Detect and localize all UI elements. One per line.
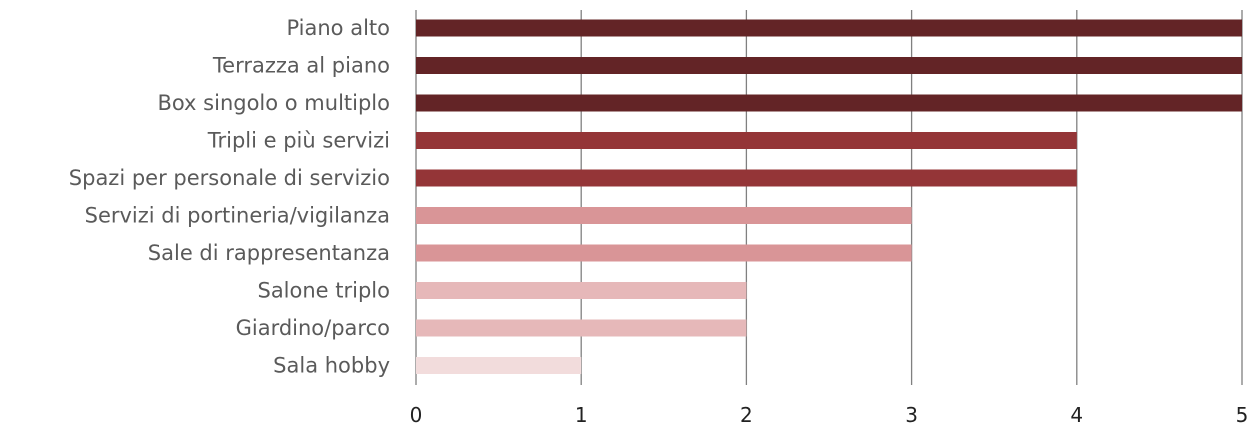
category-label-0: Piano alto [286, 16, 390, 40]
x-axis-tick-labels: 0 1 2 3 4 5 [410, 403, 1249, 427]
category-labels: Piano alto Terrazza al piano Box singolo o… [69, 16, 390, 378]
bar-1 [416, 57, 1242, 74]
bar-7 [416, 282, 747, 299]
category-label-9: Sala hobby [273, 354, 390, 378]
category-label-4: Spazi per personale di servizio [69, 166, 390, 190]
bar-8 [416, 319, 747, 337]
category-label-5: Servizi di portineria/vigilanza [85, 204, 390, 228]
x-tick-label-4: 4 [1070, 403, 1083, 427]
x-tick-label-5: 5 [1236, 403, 1249, 427]
bar-6 [416, 244, 912, 262]
bar-5 [416, 207, 912, 224]
category-label-8: Giardino/parco [236, 316, 390, 340]
bar-0 [416, 19, 1242, 37]
bar-3 [416, 132, 1077, 149]
x-tick-label-3: 3 [905, 403, 918, 427]
category-label-1: Terrazza al piano [212, 54, 390, 78]
category-label-2: Box singolo o multiplo [157, 91, 390, 115]
bar-2 [416, 94, 1242, 112]
x-tick-label-2: 2 [740, 403, 753, 427]
x-tick-label-0: 0 [410, 403, 423, 427]
x-tick-label-1: 1 [575, 403, 588, 427]
bar-9 [416, 357, 582, 374]
category-label-3: Tripli e più servizi [207, 129, 390, 153]
bars [416, 19, 1242, 374]
bar-4 [416, 169, 1077, 187]
category-label-7: Salone triplo [257, 279, 390, 303]
category-label-6: Sale di rappresentanza [148, 241, 390, 265]
